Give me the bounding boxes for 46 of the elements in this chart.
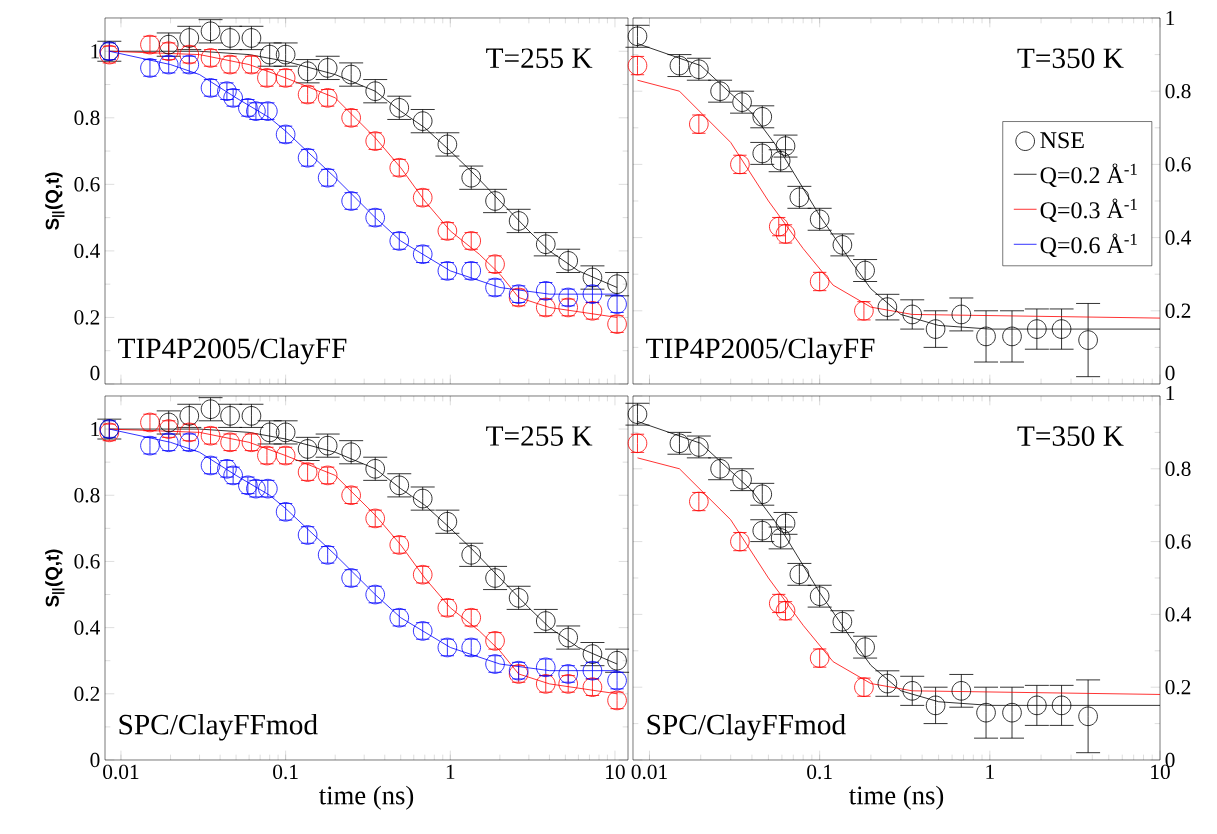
- legend-label: Q=0.6 Å$^{-1}$: [1040, 233, 1137, 258]
- y-tick-label: 0.6: [1165, 157, 1191, 172]
- x-tick-label: 0.01: [631, 764, 667, 780]
- annotation: T=350 K: [1017, 48, 1124, 69]
- x-tick-label: 0.1: [807, 764, 832, 780]
- y-tick-label: 1: [91, 44, 100, 59]
- x-tick-label: 0.01: [103, 764, 139, 780]
- y-tick-label: 0.8: [74, 110, 100, 126]
- annotation: TIP4P2005/ClayFF: [646, 337, 875, 365]
- y-tick-label: 0.8: [74, 488, 100, 503]
- y-tick-label: 0.8: [1165, 461, 1191, 477]
- y-tick-label: 0: [90, 752, 100, 768]
- y-tick-label: 1: [1166, 10, 1175, 26]
- legend-label: Q=0.2 Å$^{-1}$: [1040, 163, 1137, 187]
- legend-label: Q=0.3 Å$^{-1}$: [1040, 198, 1137, 222]
- annotation: T=255 K: [486, 426, 593, 446]
- y-tick-label: 0.4: [1165, 230, 1192, 245]
- y-tick-label: 0: [90, 365, 100, 381]
- annotation: TIP4P2005/ClayFF: [118, 337, 347, 365]
- y-tick-label: 0.2: [74, 686, 100, 702]
- x-axis-title: time (ns): [848, 785, 944, 810]
- annotation: T=255 K: [486, 48, 593, 69]
- y-tick-label: 0.6: [74, 554, 100, 569]
- y-tick-label: 0.4: [74, 243, 100, 259]
- x-tick-label: 0.1: [273, 764, 298, 780]
- y-tick-label: 0.8: [1165, 83, 1191, 99]
- y-tick-label: 0.6: [74, 177, 100, 192]
- annotation: SPC/ClayFFmod: [119, 713, 318, 741]
- y-tick-label: 1: [1166, 385, 1175, 400]
- y-tick-label: 0.4: [74, 620, 100, 635]
- y-tick-label: 0.2: [1165, 303, 1191, 319]
- y-tick-label: 0.6: [1165, 534, 1191, 549]
- y-tick-label: 1: [91, 422, 100, 437]
- y-tick-label: 0.2: [1165, 679, 1191, 695]
- legend-label: NSE: [1040, 132, 1084, 149]
- annotation: T=350 K: [1017, 426, 1124, 446]
- y-axis-title: S$_{||}$(Q,t): [45, 172, 65, 230]
- annotation: SPC/ClayFFmod: [647, 713, 846, 741]
- y-tick-label: 0.4: [1165, 607, 1192, 622]
- x-axis-title: time (ns): [318, 785, 414, 810]
- x-tick-label: 1: [986, 764, 994, 779]
- x-tick-label: 10: [606, 764, 625, 780]
- y-axis-title: S$_{||}$(Q,t): [45, 549, 65, 607]
- y-tick-label: 0.2: [74, 310, 100, 325]
- x-tick-label: 1: [446, 764, 455, 779]
- y-tick-label: 0: [1165, 365, 1175, 381]
